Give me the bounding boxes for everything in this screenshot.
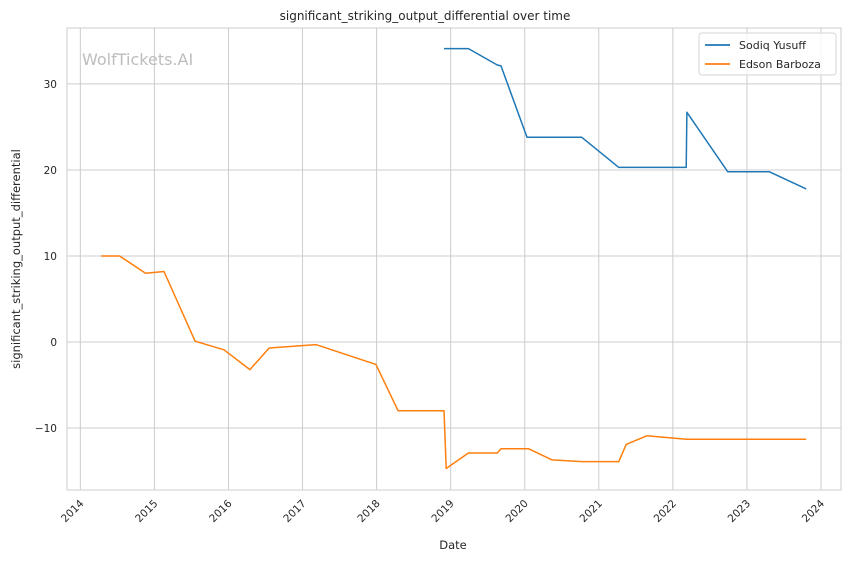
x-tick-label: 2016 — [207, 497, 235, 525]
x-tick-label: 2022 — [652, 498, 679, 525]
x-axis-label: Date — [439, 538, 467, 552]
series-line-edson-barboza — [101, 255, 807, 470]
legend: Sodiq Yusuff Edson Barboza — [698, 32, 837, 76]
chart-title: significant_striking_output_differential… — [280, 9, 571, 23]
x-tick-label: 2015 — [133, 498, 160, 525]
x-tick-label: 2019 — [429, 498, 456, 525]
y-tick-label: 0 — [50, 337, 57, 349]
y-tick-label: −10 — [35, 423, 57, 435]
x-tick-label: 2014 — [59, 497, 87, 525]
x-tick-label: 2020 — [503, 498, 530, 525]
legend-label-edson-barboza: Edson Barboza — [739, 58, 821, 71]
x-tick-label: 2021 — [578, 498, 605, 525]
y-tick-label: 10 — [44, 251, 57, 263]
watermark: WolfTickets.AI — [82, 50, 193, 69]
x-tick-label: 2023 — [726, 498, 753, 525]
y-axis-label: significant_striking_output_differential — [9, 149, 23, 369]
x-tick-label: 2024 — [800, 497, 828, 525]
legend-label-sodiq-yusuff: Sodiq Yusuff — [739, 39, 806, 52]
x-tick-label: 2017 — [281, 498, 308, 525]
y-tick-label: 20 — [44, 165, 57, 177]
x-tick-label: 2018 — [355, 498, 382, 525]
series-line-sodiq-yusuff — [444, 47, 807, 190]
plot-frame — [66, 27, 842, 491]
y-tick-label: 30 — [44, 79, 57, 91]
